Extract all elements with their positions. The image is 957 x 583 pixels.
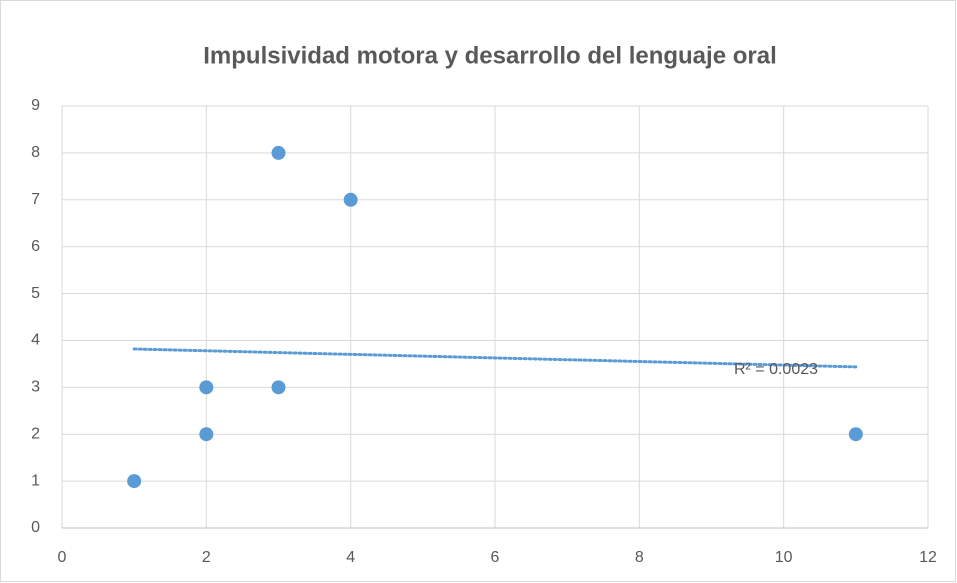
annotation: R² = 0.0023 (734, 361, 818, 378)
x-tick-label: 12 (919, 549, 937, 566)
point (271, 145, 286, 160)
y-tick-label: 1 (31, 472, 40, 489)
x-tick-label: 2 (202, 549, 211, 566)
y-tick-label: 0 (31, 519, 40, 536)
point (127, 474, 142, 489)
x-tick-label: 10 (775, 549, 793, 566)
y-tick-label: 5 (31, 285, 40, 302)
x-tick-label: 8 (635, 549, 644, 566)
chart-title: Impulsividad motora y desarrollo del len… (203, 42, 776, 69)
x-tick-label: 6 (491, 549, 500, 566)
y-tick-label: 4 (31, 332, 40, 349)
point (199, 427, 214, 442)
y-tick-label: 9 (31, 97, 40, 114)
point (848, 427, 863, 442)
y-tick-label: 6 (31, 238, 40, 255)
y-tick-label: 8 (31, 144, 40, 161)
y-tick-label: 2 (31, 425, 40, 442)
point (343, 192, 358, 207)
point (199, 380, 214, 395)
point (271, 380, 286, 395)
x-tick-label: 0 (58, 549, 67, 566)
trendline (132, 347, 858, 369)
x-tick-label: 4 (346, 549, 355, 566)
y-tick-label: 7 (31, 191, 40, 208)
y-tick-label: 3 (31, 379, 40, 396)
